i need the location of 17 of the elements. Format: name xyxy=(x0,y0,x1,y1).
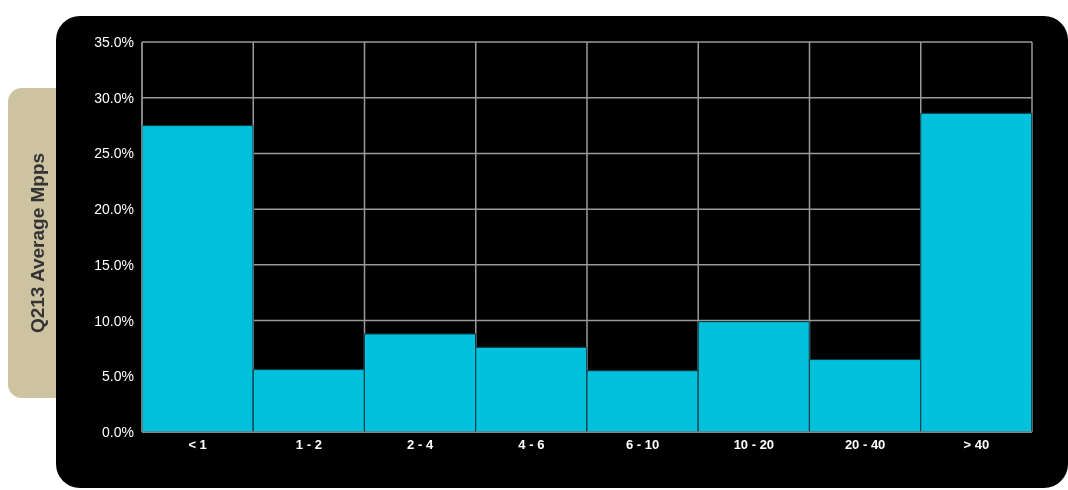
x-tick-label: 4 - 6 xyxy=(518,437,545,453)
x-tick-label: 2 - 4 xyxy=(407,437,434,453)
x-tick-label: 1 - 2 xyxy=(295,437,322,453)
y-tick-label: 0.0% xyxy=(102,423,134,440)
y-tick-label: 20.0% xyxy=(94,201,134,218)
y-tick-label: 10.0% xyxy=(94,312,134,329)
y-tick-label: 25.0% xyxy=(94,145,134,162)
x-tick-label: 10 - 20 xyxy=(733,437,775,453)
x-tick-label: 20 - 40 xyxy=(844,437,886,453)
x-tick-label: < 1 xyxy=(188,437,207,453)
y-tick-label: 5.0% xyxy=(102,368,134,385)
y-tick-label: 35.0% xyxy=(94,33,134,50)
x-tick-label: 6 - 10 xyxy=(626,437,660,453)
x-tick-label: > 40 xyxy=(963,437,990,453)
y-tick-label: 30.0% xyxy=(94,89,134,106)
y-tick-label: 15.0% xyxy=(94,256,134,273)
y-axis-title: Q213 Average Mpps xyxy=(27,152,49,334)
